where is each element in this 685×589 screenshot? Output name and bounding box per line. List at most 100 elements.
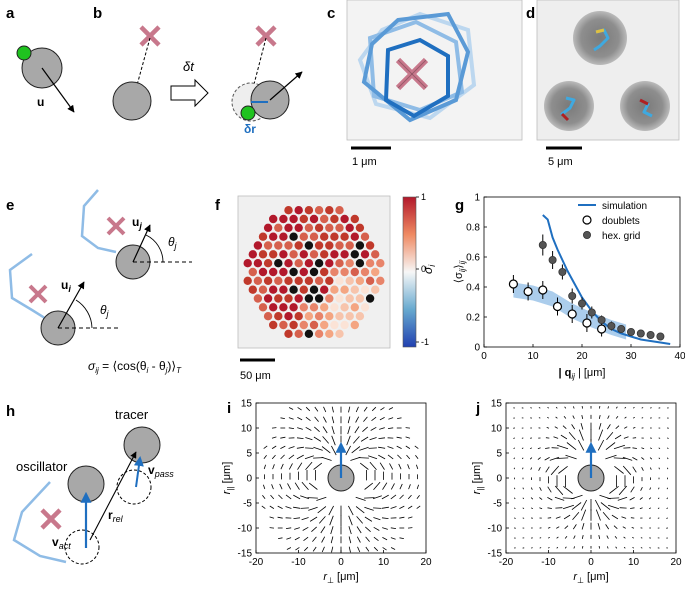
flow-vector [399,516,405,519]
target-cross-c [395,57,429,91]
flow-vector [263,445,268,449]
oscillator-dot [320,303,329,312]
x-tick-label: 40 [674,351,685,362]
flow-vector [405,436,411,439]
flow-vector [301,517,309,521]
doublets-point [596,324,607,334]
flow-vector [272,464,275,470]
oscillator-dot [279,232,288,241]
flow-vector [632,546,635,549]
flow-vector [630,507,635,509]
colorbar-tick-label: 0 [421,264,426,274]
flow-vector [572,415,575,419]
flow-vector [609,485,619,494]
flow-vector [363,406,368,412]
y-tick-label: -5 [493,499,502,510]
flow-vector [581,415,584,419]
flow-vector [309,516,318,522]
flow-vector [261,505,266,509]
oscillator-dot [258,285,268,294]
flow-vector [537,447,541,450]
legend-doublets-label: doublets [602,216,640,227]
flow-vector [513,447,516,450]
flow-vector [622,456,633,461]
oscillator-dot [360,250,370,259]
oscillator-dot [355,312,365,321]
flow-vector [553,436,559,439]
flow-vector [564,546,567,549]
oscillator-dot [325,294,334,303]
oscillator-dot [258,303,268,312]
flow-vector [351,446,361,454]
flow-vector [390,547,396,550]
flow-vector [406,454,411,460]
flow-vector [287,483,292,490]
flow-vector [369,461,377,471]
oscillator-dot [284,276,293,285]
flow-vector [539,547,542,549]
oscillator-dot [330,285,339,294]
flow-vector [667,467,669,470]
bead-green-a [16,45,32,61]
flow-vector [581,509,587,521]
oscillator-dot [284,294,293,303]
oscillator-dot [365,241,375,250]
oscillator-dot [284,312,293,321]
flow-vector [547,527,551,529]
oscillator-dot [309,303,319,312]
flow-vector [650,407,652,409]
flow-vector [316,496,327,501]
y-tick-label: 10 [241,424,253,435]
oscillator-dot [304,223,314,232]
oscillator-dot [314,329,324,338]
oscillator-dot [299,267,308,277]
flow-vector [658,487,660,490]
flow-vector [581,535,584,539]
flow-vector [331,435,336,446]
oscillator-dot [355,276,365,285]
flow-vector [373,526,380,531]
oscillator-dot [376,259,385,268]
oscillator-dot [304,259,314,268]
panel-label-d: d [526,5,535,22]
oscillator-dot [335,329,344,338]
oscillator-dot [269,214,278,224]
x-tick-label: 30 [625,351,637,362]
oscillator-dot [350,267,359,277]
hexgrid-point [578,299,587,308]
oscillator-dot [294,206,303,215]
flow-vector [600,502,611,511]
flow-vector [658,467,660,470]
hexgrid-point [558,267,567,276]
flow-vector [329,515,334,526]
flow-vector [630,486,635,493]
flow-vector [555,416,558,419]
flow-vector [352,436,360,444]
x-tick-label: 10 [628,557,640,568]
flow-vector [280,417,285,419]
flow-vector [547,507,552,509]
target-cross-h [40,508,62,530]
flow-vector [414,445,419,449]
oscillator-dot [371,285,380,294]
flow-vector [370,426,377,431]
oscillator-dot [304,294,314,303]
flow-vector [562,425,567,429]
flow-vector [640,547,643,549]
flow-vector [539,507,543,510]
flow-vector [530,407,532,409]
hexgrid-point [617,324,626,333]
oscillator-dot [248,285,257,294]
oscillator-dot [330,214,339,224]
flow-vector [547,486,552,493]
flow-vector [362,426,368,432]
flow-vector [355,406,359,413]
flow-vector [649,447,653,450]
scale-label-c: 1 μm [352,156,377,168]
oscillator-dot [325,276,334,285]
oscillator-dot [289,267,298,277]
flow-vector [389,463,394,470]
flow-vector [632,447,637,449]
flow-vector [277,505,283,509]
flow-vector [624,416,627,419]
